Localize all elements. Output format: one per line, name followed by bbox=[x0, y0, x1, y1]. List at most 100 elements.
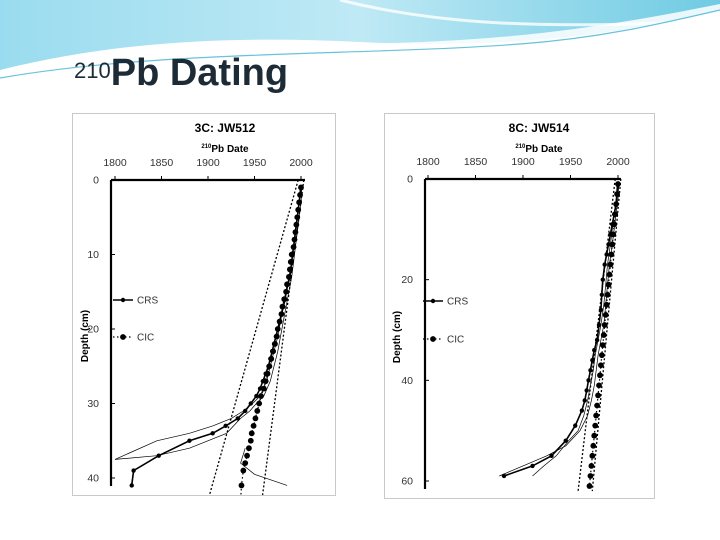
cic-point bbox=[610, 231, 617, 238]
cic-point bbox=[598, 362, 604, 369]
crs-point bbox=[156, 453, 161, 458]
cic-point bbox=[590, 442, 597, 449]
title-superscript: 210 bbox=[74, 58, 111, 83]
cic-point bbox=[281, 296, 288, 303]
series-line-5 bbox=[207, 179, 299, 501]
cic-point bbox=[252, 415, 259, 422]
series-line-1 bbox=[499, 183, 620, 477]
x-tick-label: 1950 bbox=[559, 156, 583, 168]
x-tick-label: 1800 bbox=[103, 157, 127, 169]
crs-point bbox=[223, 423, 228, 429]
cic-point bbox=[278, 311, 285, 317]
x-tick-label: 1850 bbox=[150, 157, 174, 169]
cic-point bbox=[586, 483, 593, 489]
x-axis-label-sup: 210 bbox=[201, 144, 212, 150]
crs-point bbox=[187, 438, 192, 443]
banner-wave bbox=[0, 0, 720, 70]
cic-point bbox=[611, 221, 618, 228]
cic-point bbox=[607, 261, 614, 268]
crs-point bbox=[530, 463, 535, 469]
cic-point bbox=[614, 191, 620, 197]
chart-panel-jw512: 3C: JW512 210Pb Date 1800 1850 1900 1950 2000 0… bbox=[72, 113, 336, 504]
cic-point bbox=[266, 363, 273, 370]
cic-point bbox=[587, 473, 594, 479]
cic-point bbox=[247, 437, 254, 444]
cic-point bbox=[603, 301, 610, 308]
cic-point bbox=[254, 408, 261, 414]
series-line-0 bbox=[503, 183, 619, 477]
y-tick-label: 10 bbox=[87, 249, 99, 261]
cic-point bbox=[268, 355, 275, 362]
series-line-4 bbox=[261, 179, 305, 501]
legend-crs-marker bbox=[430, 298, 436, 304]
banner-swoosh bbox=[339, 0, 720, 27]
series-line-1 bbox=[114, 187, 303, 460]
cic-point bbox=[594, 402, 600, 409]
title-text: Pb Dating bbox=[110, 52, 289, 94]
cic-point bbox=[598, 352, 605, 359]
cic-point bbox=[613, 201, 619, 208]
cic-point bbox=[288, 251, 295, 258]
cic-point bbox=[606, 271, 613, 278]
legend-cic-label: CIC bbox=[137, 333, 154, 344]
series-line-6 bbox=[240, 448, 288, 486]
cic-point bbox=[258, 393, 264, 399]
cic-point bbox=[256, 400, 263, 407]
x-tick-label: 1900 bbox=[196, 157, 220, 169]
cic-point bbox=[238, 482, 245, 489]
cic-point bbox=[595, 392, 601, 399]
chart-jw512: 3C: JW512 210Pb Date 1800 1850 1900 1950 2000 0… bbox=[80, 121, 313, 504]
x-tick-label: 2000 bbox=[606, 156, 630, 168]
x-tick-label: 1800 bbox=[416, 156, 440, 168]
x-axis-label: 210Pb Date bbox=[201, 144, 249, 155]
crs-point bbox=[129, 483, 134, 488]
crs-point bbox=[588, 368, 593, 373]
banner-stripe bbox=[0, 9, 720, 79]
cic-point bbox=[273, 333, 280, 340]
x-tick-label: 1900 bbox=[511, 156, 535, 168]
cic-point bbox=[262, 378, 269, 385]
cic-point bbox=[608, 251, 615, 258]
crs-point bbox=[235, 416, 240, 421]
cic-point bbox=[596, 382, 602, 389]
cic-point bbox=[283, 288, 290, 295]
cic-point bbox=[591, 432, 598, 439]
y-tick-label: 40 bbox=[401, 375, 413, 387]
cic-point bbox=[274, 326, 281, 332]
legend-cic-label: CIC bbox=[447, 335, 464, 346]
x-tick-label: 1850 bbox=[464, 156, 488, 168]
crs-point bbox=[254, 393, 259, 399]
y-tick-label: 0 bbox=[93, 175, 99, 187]
chart-jw514: 8C: JW514 210Pb Date 1800 1850 1900 1950 2000 0… bbox=[392, 121, 630, 492]
legend-cic-marker bbox=[120, 334, 126, 340]
crs-point bbox=[131, 468, 136, 473]
cic-point bbox=[293, 221, 300, 228]
y-tick-label: 30 bbox=[87, 398, 99, 410]
cic-point bbox=[600, 332, 607, 338]
cic-point bbox=[593, 412, 600, 419]
crs-point bbox=[584, 388, 589, 393]
series-line-5 bbox=[577, 178, 616, 492]
legend-crs-label: CRS bbox=[447, 297, 468, 308]
cic-point bbox=[292, 229, 299, 236]
series-line-2 bbox=[532, 183, 618, 477]
title-banner bbox=[0, 0, 720, 80]
crs-point bbox=[501, 473, 507, 479]
cic-point bbox=[272, 341, 278, 347]
cic-point bbox=[589, 452, 596, 459]
y-tick-label: 60 bbox=[401, 476, 413, 488]
crs-point bbox=[579, 408, 585, 413]
cic-point bbox=[250, 422, 257, 429]
legend-cic-marker bbox=[430, 336, 436, 342]
cic-point bbox=[246, 445, 252, 452]
cic-point bbox=[270, 348, 276, 355]
y-tick-label: 20 bbox=[401, 274, 413, 286]
y-axis-label: Depth (cm) bbox=[80, 310, 91, 362]
crs-point bbox=[573, 423, 578, 428]
crs-point bbox=[582, 398, 587, 403]
cic-point bbox=[609, 241, 616, 248]
x-tick-label: 1950 bbox=[243, 157, 267, 169]
cic-point bbox=[248, 430, 255, 437]
crs-point bbox=[210, 431, 215, 436]
legend-crs-marker bbox=[120, 297, 126, 303]
